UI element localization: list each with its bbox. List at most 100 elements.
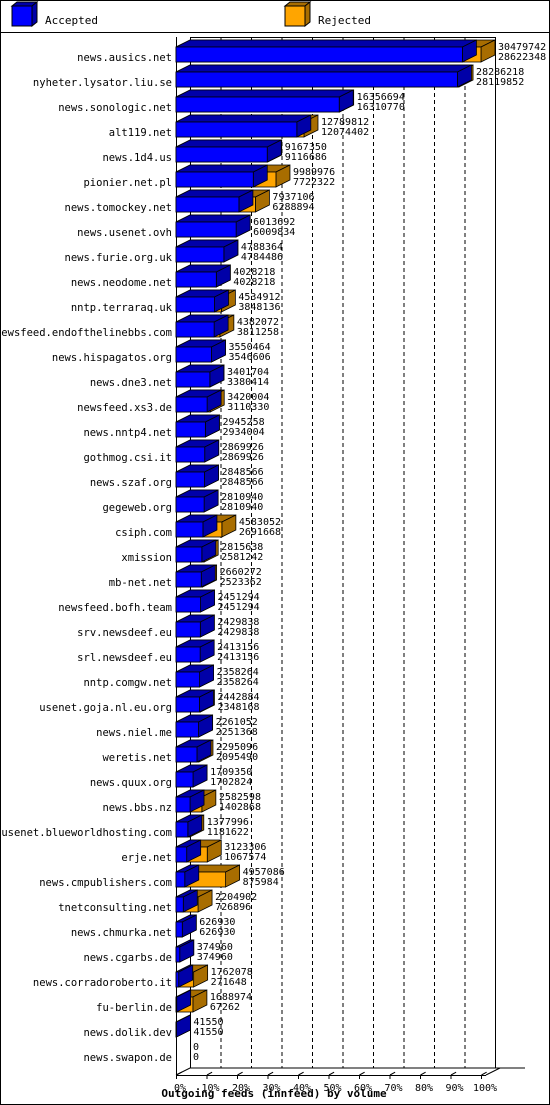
category-label: news.tomockey.net — [65, 202, 172, 214]
category-label: news.hispagatos.org — [52, 352, 172, 364]
bar-accepted — [175, 89, 354, 113]
floor-corner — [485, 1067, 501, 1076]
value-label-total: 2848566 — [222, 467, 264, 478]
value-label-total: 1762078 — [211, 967, 253, 978]
value-label-total: 4382072 — [237, 317, 279, 328]
category-label: srl.newsdeef.eu — [77, 652, 172, 664]
category-label: news.corradoroberto.it — [33, 977, 172, 989]
legend: Accepted Rejected — [10, 0, 371, 28]
bar-accepted — [175, 289, 229, 313]
category-label: news.nntp4.net — [83, 427, 172, 439]
value-label-accepted: 7722322 — [293, 177, 335, 188]
bar-accepted — [175, 914, 197, 938]
value-label-accepted: 6009834 — [253, 227, 295, 238]
value-label-accepted: 9116686 — [285, 152, 327, 163]
x-tick-label: 10% — [201, 1083, 219, 1094]
value-label-total: 374960 — [197, 942, 233, 953]
category-label: news.bbs.nz — [102, 802, 172, 814]
category-label: news.usenet.ovh — [77, 227, 172, 239]
value-label-total: 3420004 — [227, 392, 269, 403]
x-tick-mark — [176, 1071, 182, 1076]
value-label-total: 2442884 — [217, 692, 259, 703]
bar-accepted — [175, 589, 215, 613]
value-label-total: 12789812 — [321, 117, 369, 128]
bar-accepted — [175, 414, 220, 438]
value-label-total: 2451294 — [218, 592, 260, 603]
x-tick-mark — [328, 1071, 335, 1076]
value-label-accepted: 0 — [193, 1052, 199, 1063]
category-label: news.sonologic.net — [58, 102, 172, 114]
category-label: xmission — [121, 552, 172, 564]
value-label-total: 2295096 — [216, 742, 258, 753]
value-label-total: 2810940 — [221, 492, 263, 503]
bar-accepted — [175, 614, 215, 638]
value-label-accepted: 4784486 — [241, 252, 283, 263]
value-label-accepted: 2869926 — [222, 452, 264, 463]
category-label: weretis.net — [102, 752, 172, 764]
bar-accepted — [175, 339, 226, 363]
value-label-total: 4788364 — [241, 242, 283, 253]
value-label-total: 3123306 — [224, 842, 266, 853]
bar-accepted — [175, 439, 220, 463]
value-label-total: 1688974 — [210, 992, 252, 1003]
bars — [175, 39, 496, 1038]
value-label-accepted: 3811258 — [237, 327, 279, 338]
value-label-accepted: 2581242 — [221, 552, 263, 563]
bar-accepted — [175, 314, 229, 338]
bar-accepted — [175, 389, 222, 413]
category-label: usenet.goja.nl.eu.org — [39, 702, 172, 714]
category-label: nntp.comgw.net — [83, 677, 172, 689]
value-label-accepted: 12074402 — [321, 127, 369, 138]
value-label-total: 0 — [193, 1042, 199, 1053]
value-label-total: 3550464 — [229, 342, 271, 353]
category-label: news.szaf.org — [90, 477, 172, 489]
category-label: news.chmurka.net — [71, 927, 172, 939]
category-label: usenet.blueworldhosting.com — [1, 827, 172, 839]
bar-accepted — [175, 64, 472, 88]
bar-accepted — [175, 514, 218, 538]
category-label: news.1d4.us — [102, 152, 172, 164]
bar-accepted — [175, 539, 217, 563]
category-label: news.niel.me — [96, 727, 172, 739]
value-label-total: 4583052 — [239, 517, 281, 528]
category-label: nntp.terraraq.uk — [71, 302, 173, 314]
category-label: mb-net.net — [109, 577, 172, 589]
chart-title: Outgoing feeds (innfeed) by volume — [161, 1087, 387, 1100]
category-label: alt119.net — [109, 127, 172, 139]
value-label-accepted: 16310770 — [357, 102, 405, 113]
x-axis-ticks: 0% 10% 20% 30% 40% 50% 60% 70% 80% 90% 100% — [174, 1071, 497, 1094]
category-label: erje.net — [121, 852, 172, 864]
bar-accepted — [175, 764, 208, 788]
category-label: newsfeed.bofh.team — [58, 602, 172, 614]
bar-accepted — [175, 239, 239, 263]
x-tick-mark — [359, 1071, 365, 1076]
category-labels: news.ausics.net nyheter.lysator.liu.se new… — [0, 52, 173, 1064]
value-label-total: 2429838 — [217, 617, 259, 628]
bar-accepted — [175, 489, 219, 513]
value-label-accepted: 2451294 — [218, 602, 260, 613]
x-tick-label: 90% — [445, 1083, 463, 1094]
value-label-total: 2413156 — [217, 642, 259, 653]
x-tick-mark — [237, 1071, 243, 1076]
value-label-accepted: 28119852 — [476, 77, 524, 88]
x-tick-mark — [206, 1071, 213, 1076]
category-label: news.dne3.net — [90, 377, 172, 389]
value-label-total: 1709350 — [210, 767, 252, 778]
value-label-accepted: 28622348 — [498, 52, 546, 63]
bar-accepted — [175, 689, 214, 713]
category-label: news.swapon.de — [83, 1052, 172, 1064]
value-label-total: 41550 — [193, 1017, 223, 1028]
value-label-total: 2945258 — [222, 417, 264, 428]
category-label: csiph.com — [115, 527, 172, 539]
x-tick-mark — [450, 1071, 457, 1076]
category-label: srv.newsdeef.eu — [77, 627, 172, 639]
value-label-total: 4957086 — [243, 867, 285, 878]
category-label: news.ausics.net — [77, 52, 172, 64]
value-label-accepted: 3848136 — [238, 302, 280, 313]
value-label-total: 2660272 — [220, 567, 262, 578]
value-label-accepted: 626930 — [199, 927, 235, 938]
value-label-accepted: 2413156 — [217, 652, 259, 663]
x-tick-label: 60% — [354, 1083, 372, 1094]
